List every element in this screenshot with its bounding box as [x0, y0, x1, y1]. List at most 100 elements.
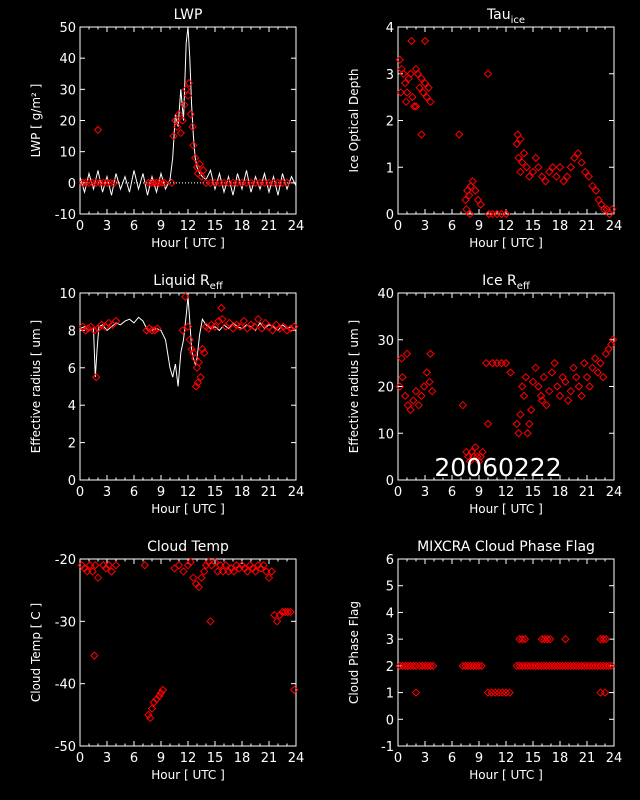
data-point-diamond [428, 661, 438, 671]
y-tick-label: 4 [386, 606, 394, 621]
data-trace-line [79, 26, 297, 196]
data-point-diamond [174, 110, 184, 119]
chart-title-subscript: eff [517, 281, 531, 292]
data-point-diamond [396, 88, 405, 97]
data-point-diamond [516, 410, 525, 419]
data-point-diamond [571, 661, 581, 671]
data-point-diamond [150, 326, 159, 335]
data-point-diamond [95, 178, 105, 188]
x-tick-label: 3 [103, 219, 111, 234]
data-point-diamond [90, 651, 99, 660]
chart-title: Tauice [486, 7, 525, 26]
data-point-diamond [417, 391, 426, 401]
data-point-diamond [101, 564, 111, 573]
y-tick-label: -1 [381, 740, 394, 755]
data-point-diamond [599, 205, 609, 214]
data-point-diamond [582, 372, 592, 382]
data-point-diamond [420, 78, 430, 88]
y-tick-label: 0 [68, 177, 76, 192]
date-stamp: 20060222 [434, 453, 561, 482]
x-tick-label: 0 [394, 485, 402, 500]
data-point-diamond [566, 661, 576, 671]
data-point-diamond [411, 386, 421, 396]
x-tick-label: 6 [130, 751, 138, 766]
data-point-diamond [413, 69, 423, 78]
x-tick-label: 18 [234, 219, 251, 234]
data-point-diamond [409, 102, 419, 111]
y-axis-label: Effective radius [ um ] [347, 320, 361, 453]
y-tick-label: 10 [59, 146, 76, 161]
data-point-diamond [184, 78, 194, 88]
data-point-diamond [588, 181, 597, 191]
data-point-diamond [468, 177, 477, 186]
data-point-diamond [400, 661, 410, 671]
data-point-diamond [160, 178, 169, 188]
data-point-diamond [93, 125, 103, 135]
y-tick-label: 2 [386, 115, 394, 130]
data-point-diamond [590, 661, 600, 671]
data-point-diamond [528, 661, 538, 671]
data-point-diamond [210, 557, 220, 567]
data-point-diamond [411, 102, 421, 111]
data-point-diamond [517, 661, 527, 671]
data-point-diamond [563, 396, 573, 405]
data-point-diamond [179, 567, 188, 576]
data-point-diamond [401, 97, 411, 107]
data-point-diamond [608, 335, 618, 344]
data-point-diamond [411, 661, 421, 671]
data-point-diamond [188, 122, 197, 131]
data-point-diamond [574, 382, 584, 391]
data-point-diamond [464, 191, 474, 200]
data-point-diamond [286, 324, 295, 333]
data-point-diamond [577, 391, 586, 401]
y-tick-label: -50 [55, 740, 76, 755]
data-point-diamond [536, 391, 546, 401]
x-tick-label: 24 [606, 219, 623, 234]
data-point-diamond [604, 661, 613, 671]
data-point-diamond [144, 178, 153, 188]
data-point-diamond [417, 130, 426, 139]
chart-panel: Cloud Temp 0 3 6 9 12 15 18 21 24 -20 -30 -40 -50 Hour… [29, 539, 304, 782]
data-point-diamond [517, 382, 527, 391]
data-point-diamond [395, 55, 405, 64]
data-point-diamond [192, 363, 202, 373]
data-point-diamond [406, 405, 415, 415]
x-tick-label: 15 [207, 219, 224, 234]
x-tick-label: 12 [498, 485, 515, 500]
x-tick-label: 6 [130, 485, 138, 500]
data-point-diamond [111, 561, 121, 570]
data-point-diamond [213, 567, 222, 576]
data-point-diamond [104, 318, 114, 328]
y-tick-label: 40 [59, 52, 76, 67]
data-point-diamond [149, 698, 159, 707]
data-point-diamond [520, 634, 530, 644]
data-point-diamond [512, 139, 522, 149]
data-point-diamond [174, 561, 184, 570]
y-tick-label: 20 [377, 381, 394, 396]
data-point-diamond [562, 172, 572, 181]
y-tick-label: 50 [59, 21, 76, 36]
data-point-diamond [272, 617, 282, 626]
x-tick-label: 24 [606, 485, 623, 500]
y-tick-label: 3 [386, 68, 394, 83]
data-point-diamond [427, 386, 437, 396]
data-point-diamond [600, 688, 610, 697]
data-point-diamond [156, 688, 166, 698]
y-tick-label: 0 [68, 474, 76, 489]
data-point-diamond [471, 186, 480, 195]
y-tick-label: 0 [386, 208, 394, 223]
data-point-diamond [553, 382, 562, 391]
data-point-diamond [552, 172, 561, 181]
x-tick-label: 18 [234, 751, 251, 766]
data-point-diamond [598, 634, 608, 644]
data-point-diamond [91, 561, 100, 570]
chart-title-text: Cloud Temp [147, 539, 229, 555]
data-point-diamond [253, 314, 263, 324]
x-tick-label: 3 [421, 751, 429, 766]
chart-title-text: Ice R [482, 273, 517, 289]
x-tick-label: 15 [207, 751, 224, 766]
x-tick-label: 6 [130, 219, 138, 234]
data-point-diamond [181, 292, 190, 301]
data-point-diamond [250, 322, 259, 331]
